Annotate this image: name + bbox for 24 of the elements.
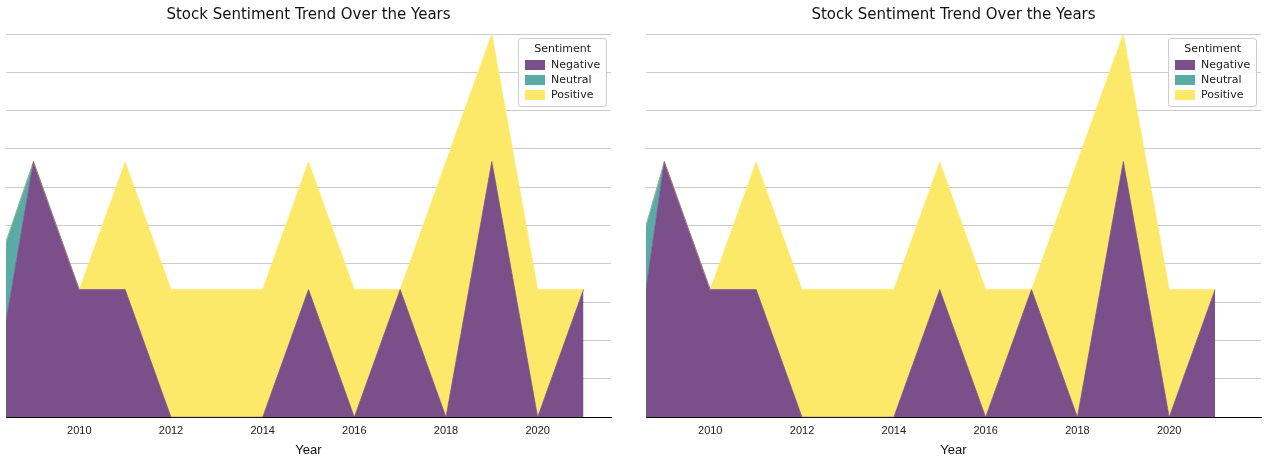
legend-label: Neutral (551, 73, 592, 86)
legend-label: Negative (1201, 58, 1251, 71)
x-tick-label: 2010 (67, 423, 92, 436)
legend-title: Sentiment (1183, 42, 1243, 55)
x-axis-title: Year (940, 441, 968, 457)
x-tick-label: 2020 (525, 423, 550, 436)
legend-label: Neutral (1201, 73, 1242, 86)
legend-label: Negative (551, 58, 601, 71)
x-tick-label: 2020 (1156, 423, 1182, 436)
x-tick-label: 2010 (698, 423, 723, 436)
x-tick-label: 2018 (433, 423, 459, 436)
chart-title: Stock Sentiment Trend Over the Years (166, 4, 451, 23)
x-axis-title: Year (295, 441, 323, 457)
x-tick-label: 2012 (158, 423, 184, 436)
x-tick-label: 2018 (1065, 423, 1090, 436)
legend-label: Positive (1201, 88, 1244, 101)
legend-title: Sentiment (533, 42, 593, 55)
x-tick-label: 2014 (250, 423, 275, 436)
x-tick-label: 2012 (789, 423, 815, 436)
x-tick-label: 2014 (881, 423, 907, 436)
x-tick-label: 2016 (973, 423, 998, 436)
legend-label: Positive (551, 88, 594, 101)
x-tick-label: 2016 (342, 423, 367, 436)
chart-title: Stock Sentiment Trend Over the Years (811, 4, 1096, 23)
